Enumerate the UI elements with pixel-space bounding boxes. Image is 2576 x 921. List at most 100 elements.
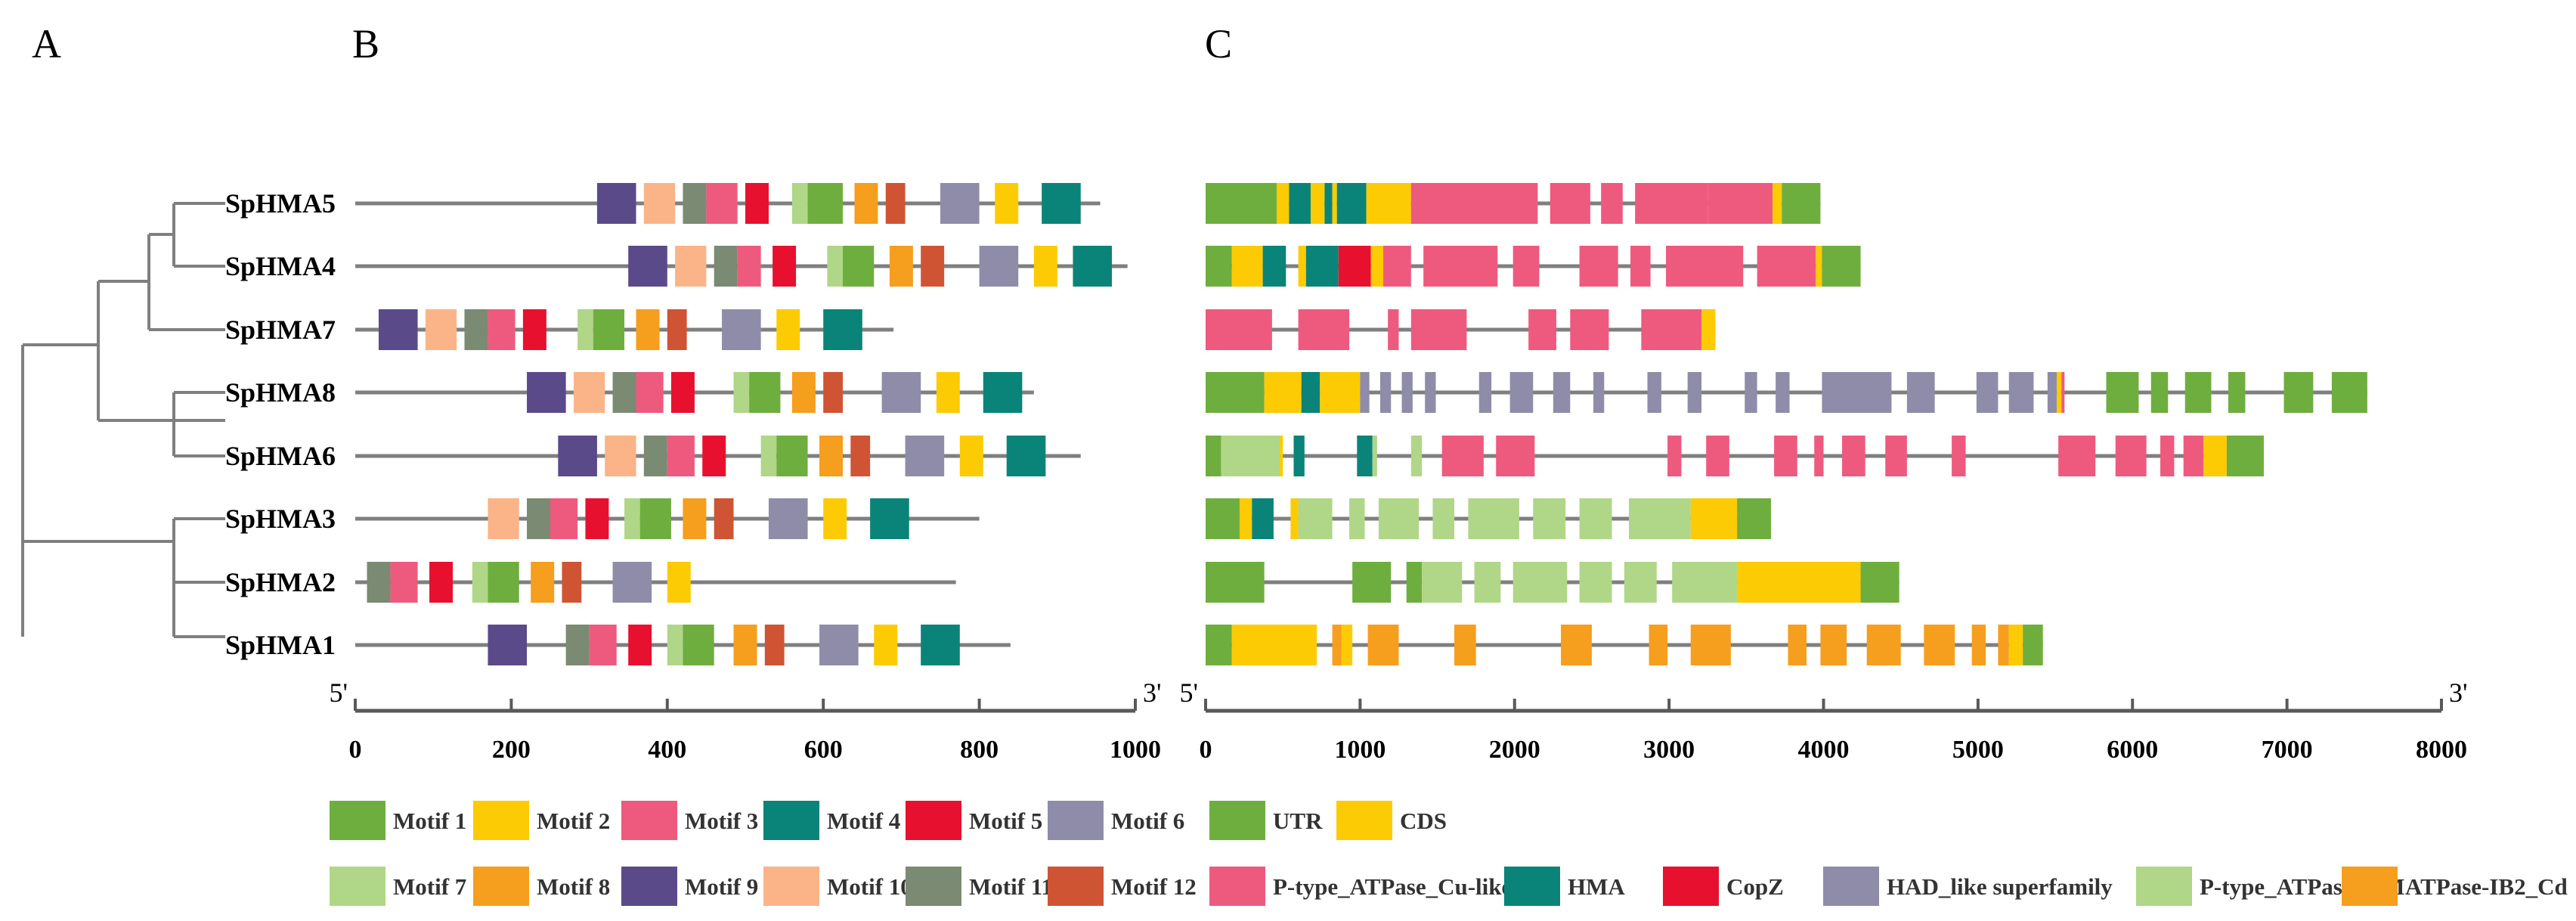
motif-9-block [378, 309, 418, 350]
gene-structure-panel-c [1206, 183, 2367, 665]
ptype-block [1410, 183, 1538, 224]
utr-block [1206, 436, 1221, 476]
motif-8-block [531, 562, 555, 603]
tick-label: 200 [492, 736, 531, 764]
cds-block [1239, 498, 1252, 539]
ptype-block [1496, 436, 1535, 476]
ptype-block [1383, 246, 1411, 287]
motif-8-block [819, 436, 843, 476]
motif-11-block [683, 183, 707, 224]
hma-block [1357, 436, 1373, 476]
motif-11-block [565, 625, 590, 665]
legend-swatch [330, 801, 385, 840]
ptype-block [1641, 309, 1702, 350]
had-block [2047, 372, 2057, 413]
ptype-block [2183, 436, 2204, 476]
motif-12-block [823, 372, 843, 413]
cds-block [1690, 498, 1738, 539]
ptype-block [2061, 372, 2065, 413]
legend-label: Motif 10 [827, 873, 912, 900]
atpa-block [1332, 625, 1342, 665]
ptype-block [2160, 436, 2175, 476]
cds-block [1320, 372, 1361, 413]
pthm-block [1579, 498, 1612, 539]
motif-3-block [667, 436, 695, 476]
motif-2-block [823, 498, 847, 539]
had-block [1906, 372, 1935, 413]
motif-1-block [749, 372, 781, 413]
legend-swatch [1504, 867, 1560, 906]
legend-swatch [1048, 867, 1104, 906]
legend-label: Motif 12 [1111, 873, 1197, 900]
legend-label: Motif 1 [393, 808, 466, 834]
ptype-block [1666, 246, 1744, 287]
ptype-block [1635, 183, 1708, 224]
motif-9-block [596, 183, 636, 224]
motif-3-block [589, 625, 617, 665]
five-prime-label: 5' [330, 678, 348, 708]
motif-2-block [776, 309, 800, 350]
atpa-block [1998, 625, 2009, 665]
motif-6-block [768, 498, 808, 539]
motif-1-block [843, 246, 875, 287]
motif-1-block [683, 625, 714, 665]
atpa-block [1454, 625, 1476, 665]
atpa-block [1971, 625, 1986, 665]
motif-11-block [527, 498, 550, 539]
x-axis-c: 0 1000 2000 3000 4000 5000 6000 7000 8000 5' 3' [1180, 678, 2468, 764]
legend-swatch [473, 867, 529, 906]
motif-11-block [367, 562, 391, 603]
motif-5-block [670, 372, 695, 413]
motif-7-block [827, 246, 843, 287]
legend-swatch [1823, 867, 1879, 906]
ptype-block [1630, 246, 1651, 287]
motif-3-block [737, 246, 761, 287]
ptype-block [1842, 436, 1865, 476]
legend-swatch [1209, 867, 1265, 906]
gene-label: SpHMA4 [225, 251, 336, 281]
pthm-block [1410, 436, 1423, 476]
pthm-block [1432, 498, 1455, 539]
motif-2-block [667, 562, 691, 603]
pthm-block [1422, 562, 1463, 603]
cds-block [1277, 183, 1290, 224]
had-block [1553, 372, 1571, 413]
motif-12-block [850, 436, 871, 476]
hma-block [1293, 436, 1305, 476]
panel-label-b: B [352, 21, 379, 67]
atpa-block [1367, 625, 1399, 665]
legend-swatch [621, 801, 677, 840]
had-block [2008, 372, 2034, 413]
legend-swatch [763, 867, 819, 906]
had-block [1509, 372, 1534, 413]
ptype-block [1667, 436, 1682, 476]
tick-label: 4000 [1798, 736, 1850, 764]
had-block [1822, 372, 1892, 413]
utr-block [1822, 246, 1861, 287]
motif-2-block [959, 436, 983, 476]
motif-1-block [639, 498, 671, 539]
legend-label: ATPase-IB2_Cd [2405, 873, 2568, 900]
utr-block [1737, 498, 1772, 539]
ptype-block [1528, 309, 1556, 350]
gene-labels: SpHMA5 SpHMA4 SpHMA7 SpHMA8 SpHMA6 SpHMA3 SpHM… [225, 188, 336, 660]
motif-6-block [940, 183, 980, 224]
pthm-block [1298, 498, 1333, 539]
pthm-block [1628, 498, 1691, 539]
motif-5-block [429, 562, 453, 603]
motif-5-block [628, 625, 652, 665]
ptype-block [1814, 436, 1824, 476]
cds-block [1341, 625, 1353, 665]
x-axis-b: 0 200 400 600 800 1000 5' 3' [330, 678, 1162, 764]
gene-label: SpHMA3 [225, 504, 336, 534]
hma-block [1289, 183, 1311, 224]
legend-swatch [330, 867, 385, 906]
motif-8-block [791, 372, 816, 413]
motif-3-block [706, 183, 738, 224]
cds-block [1280, 436, 1283, 476]
legend-label: CopZ [1726, 873, 1784, 900]
utr-block [1860, 562, 1899, 603]
motif-10-block [488, 498, 519, 539]
motif-3-block [550, 498, 578, 539]
utr-block [2106, 372, 2139, 413]
